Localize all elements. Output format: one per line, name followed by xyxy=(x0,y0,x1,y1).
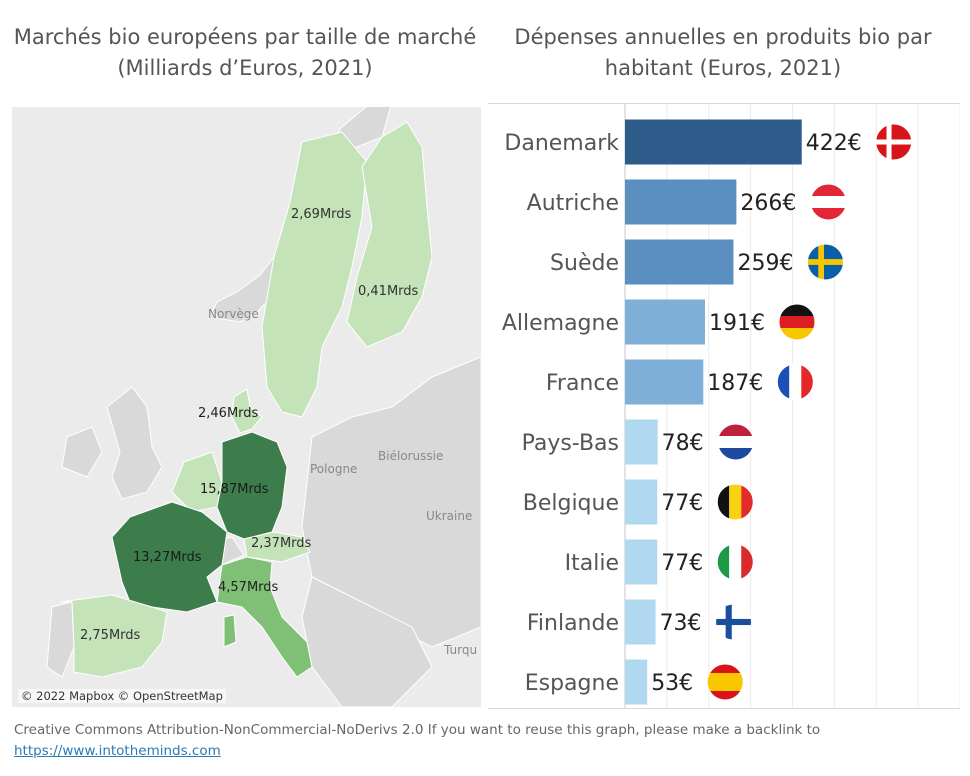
austria-flag xyxy=(810,184,847,220)
map-attribution[interactable]: © 2022 Mapbox © OpenStreetMap xyxy=(18,689,226,703)
footer-credit: Creative Commons Attribution-NonCommerci… xyxy=(14,720,820,762)
bar-row[interactable]: Finlande 73€ xyxy=(527,599,753,645)
map-neighbor-portugal xyxy=(46,601,75,678)
bar-row[interactable]: Italie 77€ xyxy=(565,539,754,585)
denmark-flag xyxy=(875,124,912,160)
sweden-flag xyxy=(807,244,844,280)
bar[interactable] xyxy=(625,359,704,405)
map-value-label-finland: 0,41Mrds xyxy=(358,284,419,299)
bar-value-label: 191€ xyxy=(709,311,765,336)
bar-category-label: Espagne xyxy=(525,671,619,696)
italy-flag xyxy=(717,544,754,580)
bar-row[interactable]: Suède 259€ xyxy=(550,239,844,285)
bar-category-label: Danemark xyxy=(504,131,619,156)
bar-row[interactable]: Allemagne 191€ xyxy=(502,299,816,345)
map-neighbor-east xyxy=(301,356,481,648)
netherlands-flag xyxy=(717,424,754,460)
bar[interactable] xyxy=(625,599,656,645)
map-country-spain[interactable] xyxy=(59,594,168,678)
map-neighbor-uk xyxy=(106,386,163,500)
map-value-label-denmark: 2,46Mrds xyxy=(198,406,259,421)
bar[interactable] xyxy=(625,479,658,525)
map-neighbor-ireland xyxy=(61,426,103,478)
bar-chart: Danemark 422€ Autriche 266€ Suède 259€ Allemag… xyxy=(488,103,960,709)
bar-value-label: 77€ xyxy=(661,551,703,576)
bar[interactable] xyxy=(625,419,658,465)
bar-row[interactable]: Espagne 53€ xyxy=(525,659,744,705)
bar-category-label: Autriche xyxy=(527,191,619,216)
map-neighbor-balkans xyxy=(301,576,433,707)
bar-chart-title: Dépenses annuelles en produits bio par h… xyxy=(514,25,932,80)
map-place-label-ukraine: Ukraine xyxy=(426,509,473,523)
bar[interactable] xyxy=(625,299,705,345)
bar-value-label: 78€ xyxy=(662,431,704,456)
bar-category-label: Suède xyxy=(550,251,619,276)
belgium-flag xyxy=(717,484,754,520)
map-title: Marchés bio européens par taille de marc… xyxy=(13,25,477,80)
germany-flag xyxy=(778,304,815,340)
bar-row[interactable]: Belgique 77€ xyxy=(523,479,754,525)
map-value-label-austria: 2,37Mrds xyxy=(251,536,312,551)
map-place-label-belarus: Biélorussie xyxy=(378,449,444,463)
bar-category-label: Italie xyxy=(565,551,619,576)
map-value-label-italy: 4,57Mrds xyxy=(218,580,279,595)
map-place-label-norway: Norvège xyxy=(208,307,259,321)
map-place-label-turkey: Turqu xyxy=(444,643,478,657)
bar-value-label: 259€ xyxy=(737,251,793,276)
bar-value-label: 53€ xyxy=(651,671,693,696)
bar-value-label: 187€ xyxy=(707,371,763,396)
bar-row[interactable]: Pays-Bas 78€ xyxy=(522,419,755,465)
bar-value-label: 77€ xyxy=(661,491,703,516)
bar-category-label: Finlande xyxy=(527,611,619,636)
credit-link[interactable]: https://www.intotheminds.com xyxy=(14,743,221,759)
spain-flag xyxy=(707,664,744,700)
credit-text: Creative Commons Attribution-NonCommerci… xyxy=(14,722,821,738)
bar[interactable] xyxy=(625,659,648,705)
bar[interactable] xyxy=(625,539,658,585)
map-value-label-germany: 15,87Mrds xyxy=(200,482,269,497)
map-country-finland[interactable] xyxy=(346,121,433,348)
bar-chart-canvas: Danemark 422€ Autriche 266€ Suède 259€ Allemag… xyxy=(502,104,960,708)
finland-flag xyxy=(715,604,752,640)
bar-category-label: Pays-Bas xyxy=(522,431,619,456)
bar-category-label: Allemagne xyxy=(502,311,619,336)
map-canvas xyxy=(46,107,481,707)
bar[interactable] xyxy=(625,239,734,285)
france-flag xyxy=(777,364,814,400)
bar-category-label: Belgique xyxy=(523,491,619,516)
map-country-italy-sardinia[interactable] xyxy=(223,614,237,648)
bar-value-label: 422€ xyxy=(806,131,862,156)
map-place-label-poland: Pologne xyxy=(310,462,358,476)
bar-row[interactable]: France 187€ xyxy=(546,359,814,405)
bar-row[interactable]: Danemark 422€ xyxy=(504,119,913,165)
europe-map[interactable]: Norvège Biélorussie Pologne Ukraine Turq… xyxy=(12,107,481,707)
bar-row[interactable]: Autriche 266€ xyxy=(527,179,847,225)
bar-category-label: France xyxy=(546,371,619,396)
bar-value-label: 266€ xyxy=(740,191,796,216)
map-country-italy[interactable] xyxy=(216,556,313,678)
map-country-denmark[interactable] xyxy=(231,388,263,434)
map-value-label-france: 13,27Mrds xyxy=(133,550,202,565)
bar-value-label: 73€ xyxy=(660,611,702,636)
map-value-label-spain: 2,75Mrds xyxy=(80,628,141,643)
bar[interactable] xyxy=(625,119,802,165)
bar[interactable] xyxy=(625,179,737,225)
map-value-label-sweden: 2,69Mrds xyxy=(291,207,352,222)
map-country-sweden[interactable] xyxy=(261,131,368,418)
